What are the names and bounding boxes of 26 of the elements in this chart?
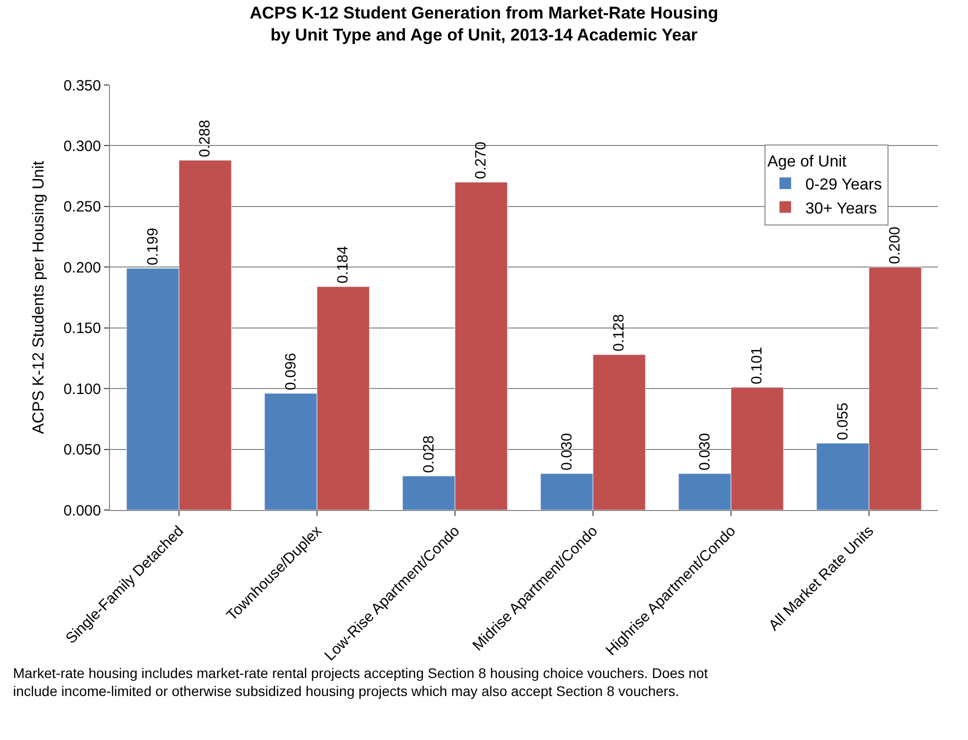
data-label: 0.128 [610,314,628,352]
data-label: 0.101 [748,346,766,384]
data-label: 0.184 [334,246,352,284]
data-label: 0.288 [196,120,214,158]
legend-label: 0-29 Years [805,176,882,194]
legend-title: Age of Unit [767,153,848,170]
data-label: 0.030 [558,433,576,471]
y-tick-label: 0.250 [63,198,101,216]
chart-title: ACPS K-12 Student Generation from Market-Rate Housing by Unit Type and Age of Unit, 2013-14 Academic Year [250,4,718,45]
y-tick-label: 0.150 [63,320,101,338]
legend-label: 30+ Years [805,200,877,218]
y-tick-label: 0.000 [63,502,101,520]
data-label: 0.030 [696,433,714,471]
data-label: 0.028 [420,435,438,473]
text: Market-rate housing includes market-rate rental projects accepting Section 8 housing choice vouchers. Does not include income-limited or otherwise subsidized housing projects which may also accept Section 8 vouchers. [13,665,708,700]
data-label: 0.055 [834,402,852,440]
y-tick-label: 0.200 [63,259,101,276]
data-label: 0.096 [282,352,300,390]
y-axis-title: ACPS K-12 Students per Housing Unit [30,160,48,434]
y-tick-label: 0.050 [63,442,101,459]
data-label: 0.199 [144,228,162,266]
data-label: 0.200 [886,226,904,264]
y-tick-label: 0.350 [63,77,101,94]
y-tick-label: 0.300 [63,138,101,155]
y-tick-label: 0.100 [63,380,101,398]
data-label: 0.270 [472,142,490,180]
